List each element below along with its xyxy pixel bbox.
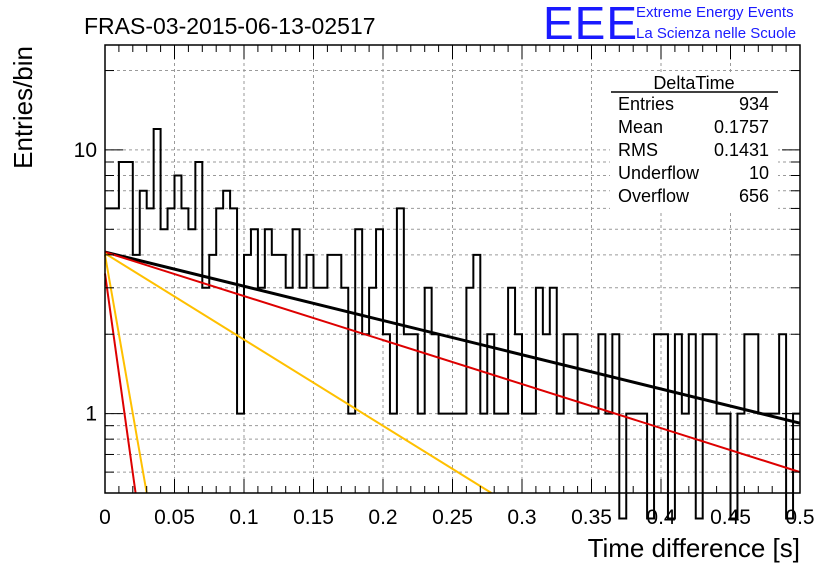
x-axis-label: Time difference [s] (588, 533, 800, 563)
stats-label: Overflow (618, 186, 690, 206)
stats-label: RMS (618, 140, 658, 160)
stats-value: 934 (739, 94, 769, 114)
fit-line-fast-yellow (104, 254, 148, 494)
chart-title: FRAS-03-2015-06-13-02517 (84, 13, 376, 39)
fit-line-slow (104, 251, 801, 474)
logo-text: EEE (543, 0, 638, 49)
stats-value: 10 (749, 163, 769, 183)
fit-line-fast-red (104, 273, 137, 494)
fit-curves (104, 250, 801, 494)
x-tick-label: 0.4 (646, 506, 676, 529)
stats-box: DeltaTime Entries 934 Mean 0.1757 RMS 0.1431 U… (610, 73, 778, 212)
fit-line-medium (104, 252, 492, 494)
stats-value: 656 (739, 186, 769, 206)
stats-label: Underflow (618, 163, 700, 183)
fit-line-total (104, 250, 801, 425)
x-tick-label: 0.15 (293, 506, 334, 529)
stats-label: Mean (618, 117, 663, 137)
x-tick-label: 0.1 (229, 506, 258, 529)
y-axis-label: Entries/bin (8, 46, 38, 169)
logo-line-2: La Scienza nelle Scuole (636, 25, 796, 42)
y-tick-label: 10 (74, 139, 97, 162)
axis-ticks: 0 0.05 0.1 0.15 0.2 0.25 0.3 0.35 0.4 0.45 0.5 1 10 (74, 45, 815, 529)
stats-label: Entries (618, 94, 674, 114)
stats-value: 0.1757 (714, 117, 769, 137)
stats-box-background (610, 74, 778, 212)
x-tick-label: 0.45 (710, 506, 751, 529)
eee-logo: EEE Extreme Energy Events La Scienza nel… (543, 0, 796, 49)
x-tick-label: 0.2 (368, 506, 397, 529)
x-tick-label: 0.05 (154, 506, 195, 529)
x-tick-label: 0.35 (571, 506, 612, 529)
y-tick-label: 1 (85, 403, 97, 426)
stats-value: 0.1431 (714, 140, 769, 160)
x-tick-label: 0.3 (507, 506, 536, 529)
stats-rows: Entries 934 Mean 0.1757 RMS 0.1431 Underflow 10… (618, 94, 769, 206)
stats-box-name: DeltaTime (653, 73, 734, 93)
logo-line-1: Extreme Energy Events (636, 4, 794, 21)
x-tick-label: 0.25 (432, 506, 473, 529)
x-tick-label: 0.5 (785, 506, 814, 529)
x-tick-label: 0 (99, 506, 111, 529)
